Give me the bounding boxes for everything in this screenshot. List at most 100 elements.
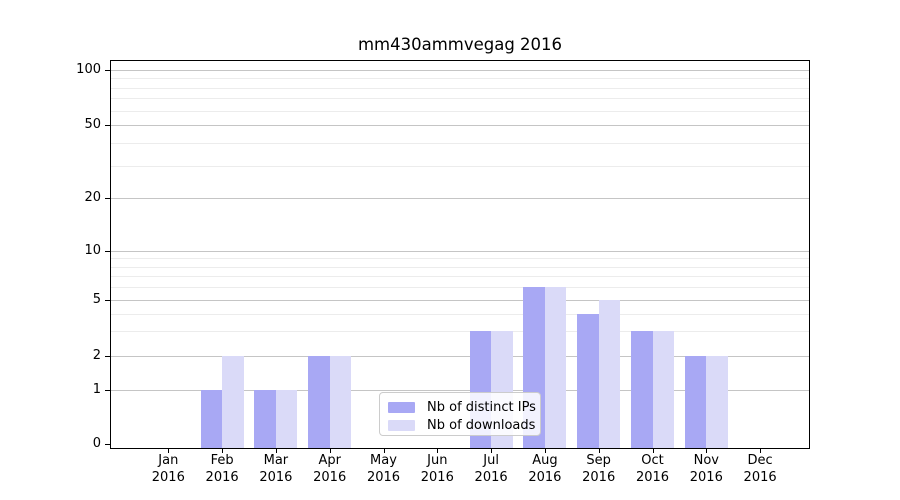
x-tick-year: 2016: [743, 469, 777, 485]
x-tick-label: Jun 2016: [409, 453, 465, 486]
major-gridline: [111, 70, 809, 71]
x-tick-mark: [275, 448, 277, 453]
legend-swatch-distinct-ips: [388, 401, 415, 413]
major-gridline: [111, 300, 809, 301]
legend-label-distinct-ips: Nb of distinct IPs: [427, 399, 536, 415]
minor-gridline: [111, 110, 809, 112]
x-tick-year: 2016: [689, 469, 723, 485]
x-tick-label: Apr 2016: [302, 453, 358, 486]
bar-downloads-apr: [329, 356, 352, 448]
x-tick-year: 2016: [582, 469, 616, 485]
major-gridline: [111, 390, 809, 391]
x-tick-month: Apr: [318, 453, 341, 468]
chart-title: mm430ammvegag 2016: [357, 35, 563, 54]
minor-gridline: [111, 266, 809, 268]
bar-distinct-ips-feb: [200, 390, 223, 448]
x-tick-label: Dec 2016: [732, 453, 788, 486]
x-tick-mark: [491, 448, 493, 453]
y-tick-mark: [105, 251, 110, 252]
minor-gridline: [111, 258, 809, 260]
y-tick-mark: [105, 125, 110, 126]
y-tick-label: 1: [92, 382, 101, 397]
x-tick-month: Nov: [693, 453, 719, 468]
x-tick-label: Nov 2016: [678, 453, 734, 486]
y-tick-label: 2: [92, 348, 101, 363]
x-tick-label: Aug 2016: [517, 453, 573, 486]
y-tick-label: 20: [84, 190, 101, 205]
x-tick-month: Mar: [263, 453, 289, 468]
x-tick-year: 2016: [635, 469, 670, 485]
y-tick-mark: [105, 70, 110, 71]
x-tick-mark: [544, 448, 546, 453]
bar-downloads-oct: [652, 331, 674, 448]
x-tick-year: 2016: [366, 469, 401, 485]
y-tick-mark: [105, 300, 110, 301]
x-tick-label: May 2016: [356, 453, 412, 486]
bar-distinct-ips-oct: [631, 331, 653, 448]
y-tick-label: 10: [84, 243, 101, 258]
x-tick-label: Mar 2016: [248, 453, 304, 486]
minor-gridline: [111, 276, 809, 278]
y-tick-label: 5: [92, 292, 101, 307]
y-tick-mark: [105, 356, 110, 357]
x-tick-mark: [383, 448, 385, 453]
x-tick-month: Jul: [483, 453, 499, 468]
minor-gridline: [111, 78, 809, 80]
x-tick-label: Sep 2016: [571, 453, 627, 486]
x-tick-month: Sep: [586, 453, 611, 468]
legend-swatch-downloads: [388, 419, 415, 431]
major-gridline: [111, 251, 809, 252]
legend-entry-downloads: Nb of downloads: [388, 417, 540, 433]
major-gridline: [111, 356, 809, 357]
x-tick-label: Jan 2016: [140, 453, 196, 486]
x-tick-year: 2016: [205, 469, 239, 485]
bar-distinct-ips-mar: [254, 390, 276, 448]
x-axis-tick-labels: Jan 2016 Feb 2016 Mar 2016 Apr 2016 May 2016 Jun 20…: [111, 453, 809, 493]
legend-label-downloads: Nb of downloads: [427, 417, 536, 433]
x-tick-month: Jun: [427, 453, 448, 468]
minor-gridline: [111, 287, 809, 289]
x-tick-mark: [168, 448, 170, 453]
x-tick-year: 2016: [313, 469, 347, 485]
bar-distinct-ips-apr: [308, 356, 330, 448]
y-tick-mark: [105, 198, 110, 199]
minor-gridline: [111, 87, 809, 89]
x-tick-mark: [329, 448, 331, 453]
x-tick-year: 2016: [474, 469, 508, 485]
legend-entry-distinct-ips: Nb of distinct IPs: [388, 399, 540, 415]
x-tick-month: Oct: [641, 453, 664, 468]
x-tick-label: Oct 2016: [625, 453, 681, 486]
x-tick-label: Jul 2016: [463, 453, 519, 486]
legend: Nb of distinct IPs Nb of downloads: [379, 392, 541, 436]
minor-gridline: [111, 98, 809, 100]
bar-downloads-mar: [275, 390, 298, 448]
minor-gridline: [111, 331, 809, 333]
x-tick-mark: [706, 448, 708, 453]
x-tick-month: Dec: [747, 453, 773, 468]
y-tick-label: 0: [92, 436, 101, 451]
minor-gridline: [111, 142, 809, 144]
x-tick-month: Aug: [532, 453, 558, 468]
x-tick-mark: [222, 448, 224, 453]
x-tick-label: Feb 2016: [194, 453, 250, 486]
bar-distinct-ips-sep: [577, 313, 599, 448]
x-tick-mark: [652, 448, 654, 453]
x-tick-year: 2016: [151, 469, 185, 485]
x-tick-mark: [598, 448, 600, 453]
x-tick-month: Feb: [210, 453, 234, 468]
minor-gridline: [111, 313, 809, 315]
bar-downloads-feb: [222, 356, 244, 448]
y-tick-mark: [105, 444, 110, 445]
bar-distinct-ips-nov: [684, 356, 707, 448]
y-tick-mark: [105, 390, 110, 391]
x-tick-year: 2016: [528, 469, 562, 485]
x-tick-mark: [760, 448, 762, 453]
minor-gridline: [111, 165, 809, 167]
bar-downloads-aug: [544, 287, 567, 448]
x-tick-year: 2016: [420, 469, 454, 485]
x-tick-month: Jan: [158, 453, 179, 468]
x-tick-mark: [437, 448, 439, 453]
plot-area: [105, 60, 810, 453]
major-gridline: [111, 198, 809, 199]
